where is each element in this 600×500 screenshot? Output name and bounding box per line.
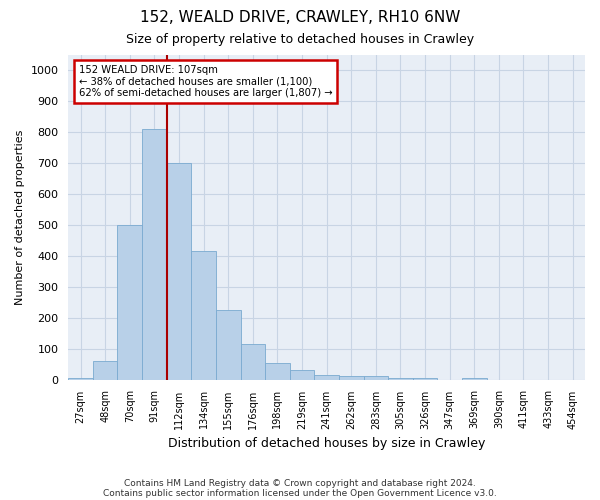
Bar	[68, 378, 93, 380]
Bar	[118, 225, 142, 380]
Y-axis label: Number of detached properties: Number of detached properties	[15, 130, 25, 305]
Bar	[413, 378, 437, 380]
Bar	[339, 376, 364, 380]
Bar	[462, 378, 487, 380]
Bar	[142, 129, 167, 380]
Bar	[93, 361, 118, 380]
X-axis label: Distribution of detached houses by size in Crawley: Distribution of detached houses by size …	[168, 437, 485, 450]
Bar	[241, 344, 265, 380]
Text: Contains HM Land Registry data © Crown copyright and database right 2024.: Contains HM Land Registry data © Crown c…	[124, 478, 476, 488]
Bar	[216, 310, 241, 380]
Text: Contains public sector information licensed under the Open Government Licence v3: Contains public sector information licen…	[103, 488, 497, 498]
Text: 152 WEALD DRIVE: 107sqm
← 38% of detached houses are smaller (1,100)
62% of semi: 152 WEALD DRIVE: 107sqm ← 38% of detache…	[79, 64, 332, 98]
Bar	[167, 163, 191, 380]
Bar	[388, 378, 413, 380]
Bar	[364, 376, 388, 380]
Text: Size of property relative to detached houses in Crawley: Size of property relative to detached ho…	[126, 32, 474, 46]
Bar	[191, 252, 216, 380]
Bar	[265, 362, 290, 380]
Text: 152, WEALD DRIVE, CRAWLEY, RH10 6NW: 152, WEALD DRIVE, CRAWLEY, RH10 6NW	[140, 10, 460, 25]
Bar	[290, 370, 314, 380]
Bar	[314, 375, 339, 380]
